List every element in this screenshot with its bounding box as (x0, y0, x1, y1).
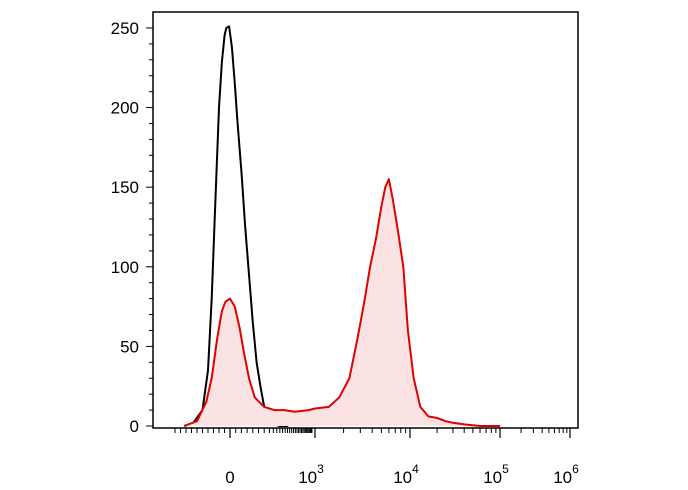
y-tick-label: 100 (111, 258, 139, 277)
series-1-line (183, 178, 500, 427)
x-tick-label: 106 (553, 462, 579, 487)
x-tick-label: 105 (483, 462, 509, 487)
y-tick-label: 200 (111, 99, 139, 118)
plot-frame (152, 11, 579, 429)
y-tick-label: 250 (111, 19, 139, 38)
x-tick-label: 103 (298, 462, 324, 487)
series-1-area (184, 179, 500, 426)
y-tick-label: 50 (120, 337, 139, 356)
x-tick-label: 0 (225, 468, 234, 487)
y-tick-label: 150 (111, 178, 139, 197)
y-tick-label: 0 (130, 417, 139, 436)
x-tick-label: 104 (393, 462, 419, 487)
